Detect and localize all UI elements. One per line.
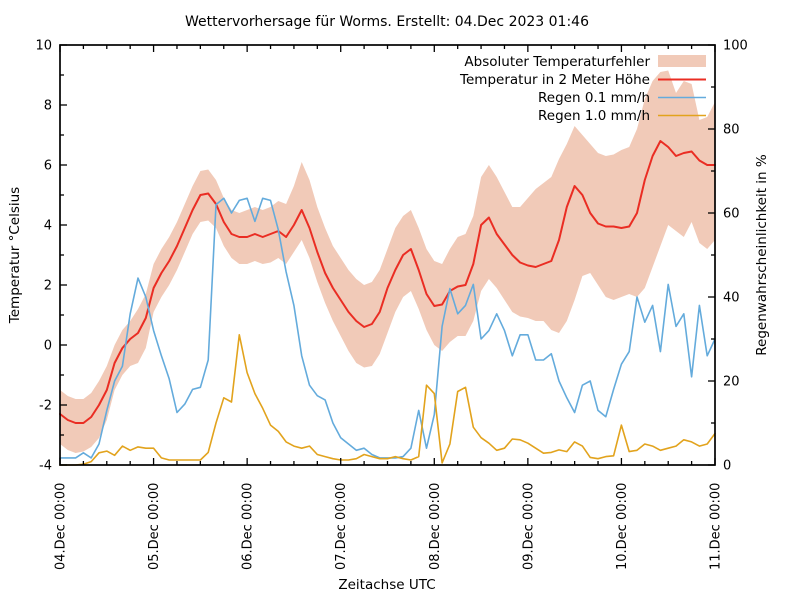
legend-label-rain10: Regen 1.0 mm/h [538, 108, 650, 124]
y-left-tick-label: 4 [44, 219, 52, 234]
y-left-tick-label: -2 [39, 399, 52, 414]
y-left-tick-label: 2 [44, 279, 52, 294]
y-right-tick-label: 80 [723, 123, 740, 138]
y-right-tick-label: 60 [723, 207, 740, 222]
y-axis-label-left: Temperatur °Celsius [7, 187, 23, 324]
y-left-tick-label: -4 [39, 459, 52, 474]
y-left-tick-label: 10 [35, 39, 52, 54]
legend: Absoluter Temperaturfehler Temperatur in… [459, 54, 706, 124]
legend-label-error-band: Absoluter Temperaturfehler [464, 54, 650, 70]
y-axis-label-right: Regenwahrscheinlichkeit in % [754, 154, 770, 356]
y-left-tick-label: 8 [44, 99, 52, 114]
x-tick-label: 07.Dec 00:00 [334, 483, 349, 570]
legend-label-rain01: Regen 0.1 mm/h [538, 90, 650, 106]
x-tick-label: 11.Dec 00:00 [709, 483, 724, 570]
chart-title: Wettervorhersage für Worms. Erstellt: 04… [185, 14, 589, 30]
y-right-tick-label: 0 [723, 459, 731, 474]
y-right-tick-label: 100 [723, 39, 748, 54]
y-right-tick-label: 40 [723, 291, 740, 306]
y-left-tick-label: 0 [44, 339, 52, 354]
x-tick-label: 06.Dec 00:00 [241, 483, 256, 570]
x-tick-label: 04.Dec 00:00 [54, 483, 69, 570]
x-tick-label: 08.Dec 00:00 [428, 483, 443, 570]
rain-1-0-mmh-line [59, 333, 716, 466]
y-left-tick-label: 6 [44, 159, 52, 174]
legend-label-temperature: Temperatur in 2 Meter Höhe [459, 72, 650, 88]
legend-swatch-error-band [658, 55, 706, 67]
temperature-error-band [60, 70, 715, 453]
x-tick-label: 05.Dec 00:00 [147, 483, 162, 570]
x-tick-label: 10.Dec 00:00 [615, 483, 630, 570]
x-axis-label: Zeitachse UTC [338, 577, 435, 593]
x-tick-label: 09.Dec 00:00 [521, 483, 536, 570]
temperature-line [59, 140, 716, 424]
y-right-tick-label: 20 [723, 375, 740, 390]
